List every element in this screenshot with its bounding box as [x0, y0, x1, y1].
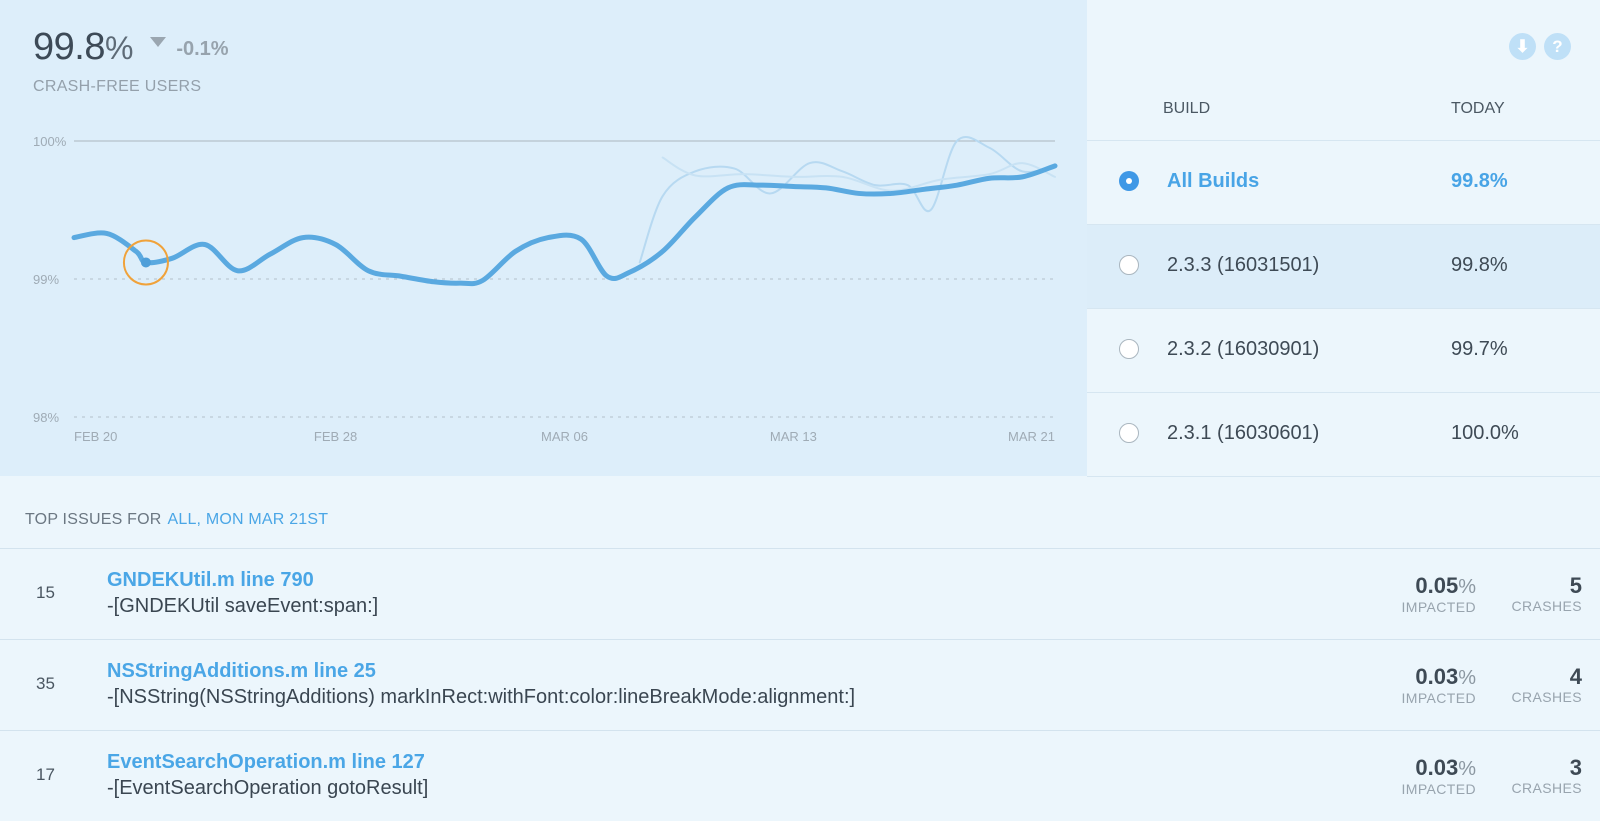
y-tick-label: 99%	[33, 272, 59, 287]
crashes-value: 4	[1569, 664, 1582, 689]
impacted-value: 0.03	[1415, 755, 1459, 780]
chart-panel: 99.8% -0.1% CRASH-FREE USERS 100% 99% 98% F…	[0, 0, 1087, 476]
download-icon[interactable]: ⬇	[1509, 33, 1536, 60]
impacted-unit: %	[1458, 667, 1476, 689]
impacted-value: 0.05	[1415, 573, 1459, 598]
crashes-value: 5	[1569, 573, 1582, 598]
series-line-build	[638, 136, 1056, 264]
top-issues-title: TOP ISSUES FOR ALL, MON MAR 21ST	[25, 511, 328, 529]
impacted-value: 0.03	[1415, 664, 1459, 689]
issue-row[interactable]: 15 GNDEKUtil.m line 790 -[GNDEKUtil save…	[0, 548, 1600, 639]
x-tick-label: FEB 28	[314, 429, 357, 444]
crash-free-chart[interactable]: 100% 99% 98% FEB 20 FEB 28 MAR 06 MAR 13 MAR 21	[0, 0, 1087, 476]
build-value: 100.0%	[1451, 422, 1519, 444]
impacted-label: IMPACTED	[1401, 781, 1476, 797]
metric-label: CRASH-FREE USERS	[33, 78, 202, 95]
issue-impacted: 0.03% IMPACTED	[1402, 757, 1477, 798]
radio-button[interactable]	[1119, 255, 1139, 275]
metric-delta: -0.1%	[176, 38, 229, 60]
issue-method: -[GNDEKUtil saveEvent:span:]	[107, 595, 379, 617]
top-issues-filter[interactable]: ALL, MON MAR 21ST	[167, 511, 329, 528]
build-value: 99.7%	[1451, 338, 1508, 360]
issue-impacted: 0.05% IMPACTED	[1402, 575, 1477, 616]
x-tick-label: MAR 13	[770, 429, 817, 444]
radio-button[interactable]	[1119, 339, 1139, 359]
issue-row[interactable]: 35 NSStringAdditions.m line 25 -[NSStrin…	[0, 639, 1600, 730]
builds-panel: ⬇ ? BUILD TODAY All Builds 99.8% 2.3.3 (…	[1087, 0, 1600, 477]
issue-number: 15	[36, 583, 55, 602]
column-header-build: BUILD	[1163, 100, 1211, 117]
crashes-value: 3	[1569, 755, 1582, 780]
issue-method: -[EventSearchOperation gotoResult]	[107, 777, 429, 799]
hover-marker-point[interactable]	[140, 257, 151, 268]
build-name: 2.3.3 (16031501)	[1167, 254, 1320, 276]
issue-method: -[NSString(NSStringAdditions) markInRect…	[107, 686, 856, 708]
crashes-label: CRASHES	[1511, 689, 1582, 705]
series-line-build	[661, 156, 1056, 192]
issue-file-link[interactable]: EventSearchOperation.m line 127	[107, 751, 425, 773]
x-tick-label: FEB 20	[74, 429, 117, 444]
help-icon[interactable]: ?	[1544, 33, 1571, 60]
metric-value: 99.8	[33, 26, 105, 68]
issue-crashes: 3 CRASHES	[1512, 757, 1582, 797]
build-value: 99.8%	[1451, 170, 1508, 192]
y-tick-label: 98%	[33, 410, 59, 425]
crash-free-metric: 99.8% -0.1%	[33, 26, 229, 69]
column-header-today: TODAY	[1451, 100, 1505, 117]
issue-crashes: 5 CRASHES	[1512, 575, 1582, 615]
hover-marker-ring[interactable]	[122, 239, 169, 286]
x-tick-label: MAR 21	[1008, 429, 1055, 444]
crashes-label: CRASHES	[1511, 780, 1582, 796]
issue-file-link[interactable]: NSStringAdditions.m line 25	[107, 660, 376, 682]
issue-number: 17	[36, 765, 55, 784]
builds-table-header: BUILD TODAY	[1087, 96, 1600, 141]
build-row-2-3-1[interactable]: 2.3.1 (16030601) 100.0%	[1087, 393, 1600, 477]
issue-file-link[interactable]: GNDEKUtil.m line 790	[107, 569, 314, 591]
y-tick-label: 100%	[33, 134, 67, 149]
metric-unit: %	[104, 30, 134, 66]
build-value: 99.8%	[1451, 254, 1508, 276]
toolbar-icons: ⬇ ?	[1509, 33, 1571, 60]
issue-impacted: 0.03% IMPACTED	[1402, 666, 1477, 707]
build-name: 2.3.1 (16030601)	[1167, 422, 1320, 444]
triangle-down-icon	[149, 37, 166, 47]
impacted-label: IMPACTED	[1401, 690, 1476, 706]
crashes-label: CRASHES	[1511, 598, 1582, 614]
build-row-2-3-3[interactable]: 2.3.3 (16031501) 99.8%	[1087, 225, 1600, 309]
top-issues-label: TOP ISSUES FOR	[25, 511, 162, 528]
build-row-2-3-2[interactable]: 2.3.2 (16030901) 99.7%	[1087, 309, 1600, 393]
impacted-unit: %	[1458, 758, 1476, 780]
issue-row[interactable]: 17 EventSearchOperation.m line 127 -[Eve…	[0, 730, 1600, 821]
issue-crashes: 4 CRASHES	[1512, 666, 1582, 706]
issue-number: 35	[36, 674, 55, 693]
impacted-unit: %	[1458, 576, 1476, 598]
series-line-all-builds	[71, 163, 1058, 287]
build-name: All Builds	[1167, 170, 1260, 192]
build-name: 2.3.2 (16030901)	[1167, 338, 1320, 360]
radio-button[interactable]	[1119, 171, 1139, 191]
impacted-label: IMPACTED	[1401, 599, 1476, 615]
radio-button[interactable]	[1119, 423, 1139, 443]
x-tick-label: MAR 06	[541, 429, 588, 444]
build-row-all-builds[interactable]: All Builds 99.8%	[1087, 141, 1600, 225]
